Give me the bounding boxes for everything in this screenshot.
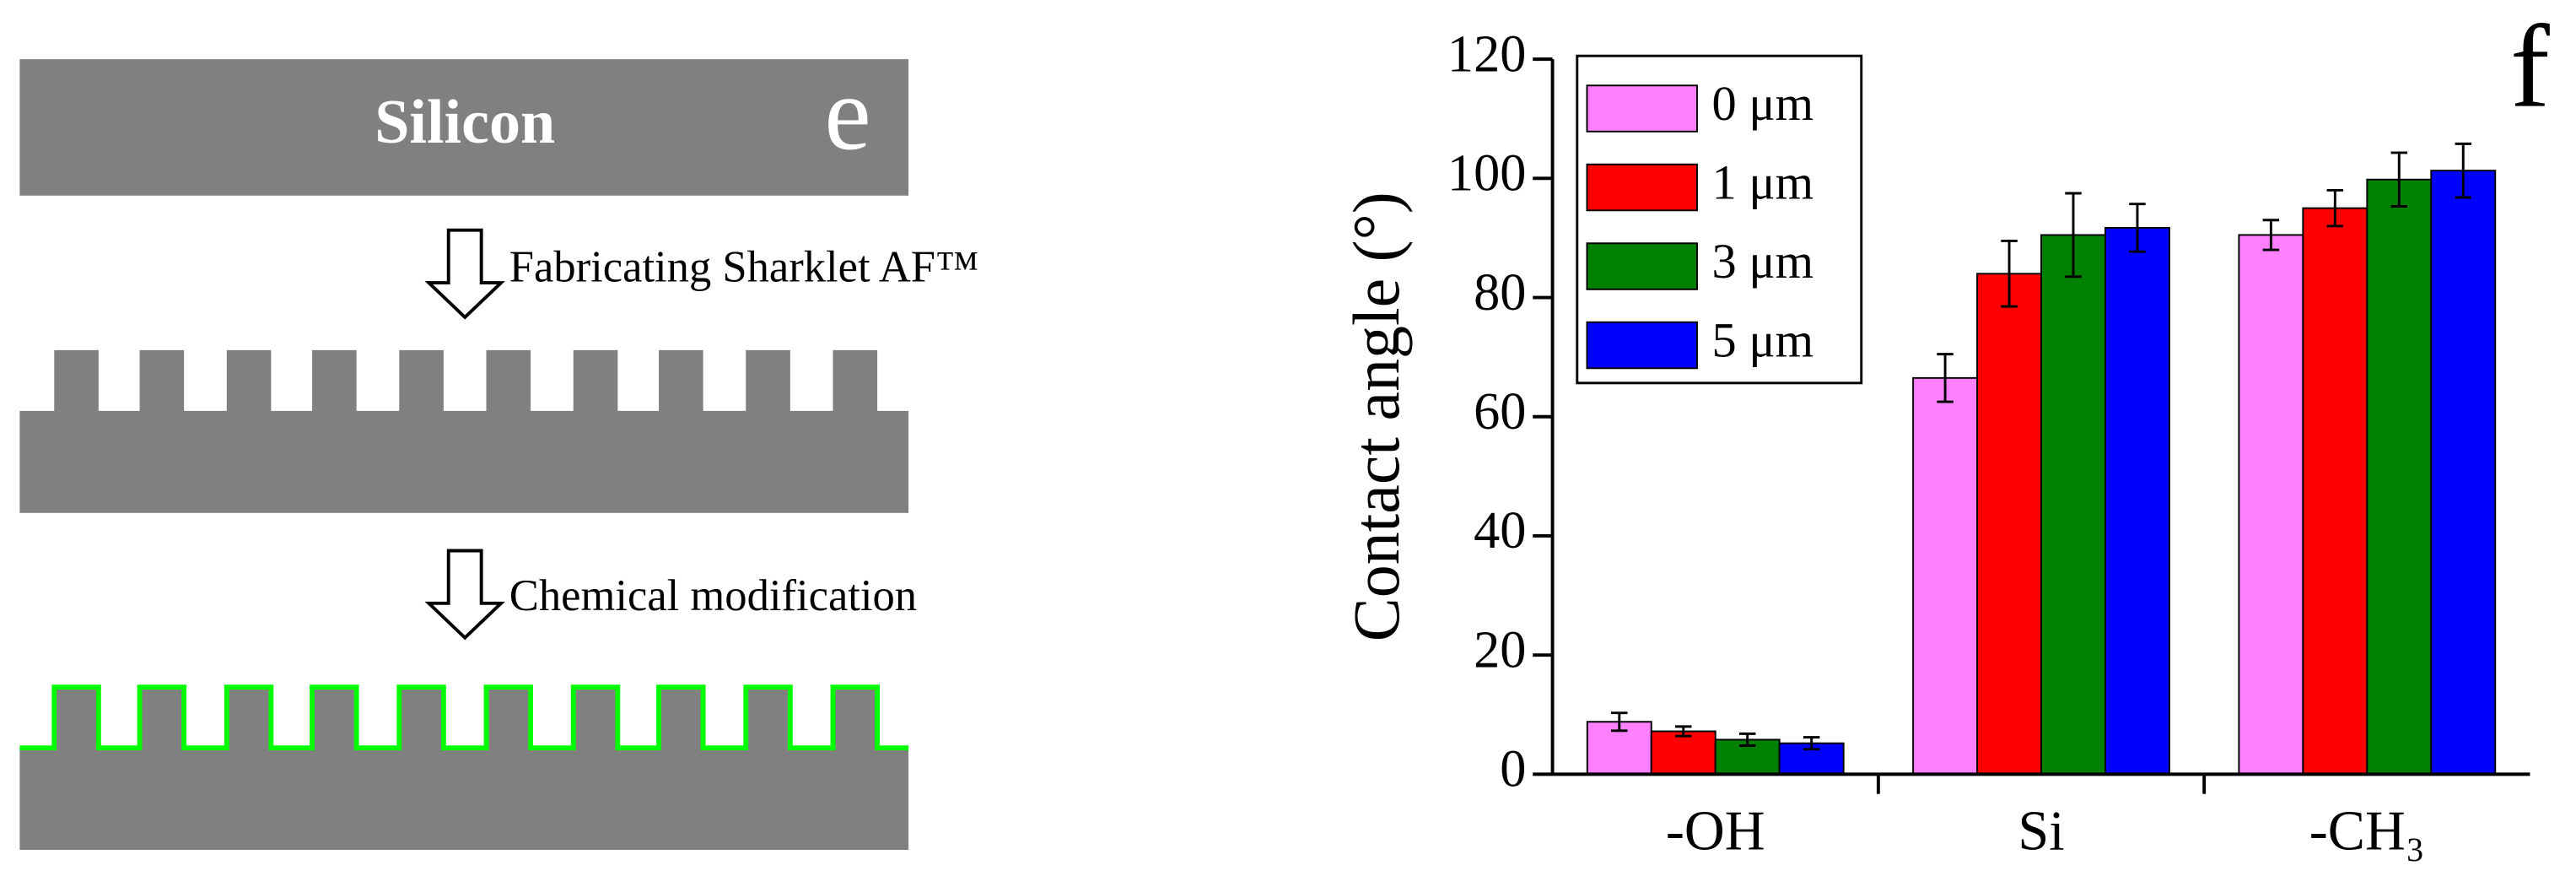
y-tick-label: 20	[1474, 620, 1526, 679]
bar	[2366, 178, 2433, 776]
error-bar	[2326, 188, 2344, 228]
y-axis-label: Contact angle (°)	[1340, 192, 1413, 641]
bar	[2302, 207, 2369, 776]
legend-swatch	[1586, 163, 1698, 212]
bar	[2238, 234, 2304, 776]
bar	[2430, 170, 2497, 776]
chart: f Contact angle (°) 0 20 40 60 80 100 120 -OH Si -C…	[1340, 2, 2550, 863]
error-bar	[2455, 142, 2471, 199]
arrow	[424, 228, 505, 320]
error-bar	[1937, 353, 1954, 403]
error-bar	[2129, 203, 2146, 253]
patterned-wafer	[19, 349, 909, 513]
error-bar	[1803, 736, 1820, 751]
error-bar	[2390, 151, 2408, 208]
bar	[1912, 376, 1979, 776]
legend-label: 1 μm	[1712, 154, 1814, 209]
bar	[1650, 730, 1716, 776]
step-label: Chemical modification	[509, 571, 917, 620]
panel-label: e	[824, 56, 870, 172]
annotation: f	[2510, 2, 2550, 133]
silicon-wafer	[19, 59, 909, 196]
y-tick-label: 100	[1447, 144, 1526, 203]
diagram: Silicon e Fabricating Sharklet AF™ Chemi…	[19, 56, 979, 850]
chemical-layer	[19, 684, 909, 751]
bar	[2104, 226, 2170, 776]
legend-label: 0 μm	[1712, 76, 1814, 131]
legend-swatch	[1586, 242, 1698, 290]
legend-label: 5 μm	[1712, 312, 1814, 367]
legend-label: 3 μm	[1712, 234, 1814, 289]
y-tick-label: 40	[1474, 501, 1526, 560]
y-tick-label: 60	[1474, 382, 1526, 441]
error-bar	[1675, 725, 1692, 738]
modified-wafer	[19, 687, 909, 850]
step-label: Fabricating Sharklet AF™	[509, 242, 979, 291]
legend-swatch	[1586, 321, 1698, 370]
substrate-label: Silicon	[375, 88, 555, 157]
legend-swatch	[1586, 84, 1698, 133]
error-bar	[2262, 219, 2280, 251]
error-bar	[2065, 192, 2082, 279]
arrow	[424, 549, 505, 641]
x-tick-label: Si	[2018, 801, 2064, 863]
x-tick-label: -OH	[1666, 801, 1765, 863]
bar	[2040, 234, 2106, 776]
error-bar	[1611, 711, 1628, 733]
error-bar	[1738, 732, 1756, 747]
y-tick-label: 80	[1474, 263, 1526, 322]
y-tick-label: 0	[1500, 740, 1526, 798]
bar	[1976, 273, 2042, 776]
x-tick-label: -CH₃	[2309, 801, 2425, 863]
y-tick-label: 120	[1447, 24, 1526, 83]
error-bar	[2001, 240, 2018, 308]
